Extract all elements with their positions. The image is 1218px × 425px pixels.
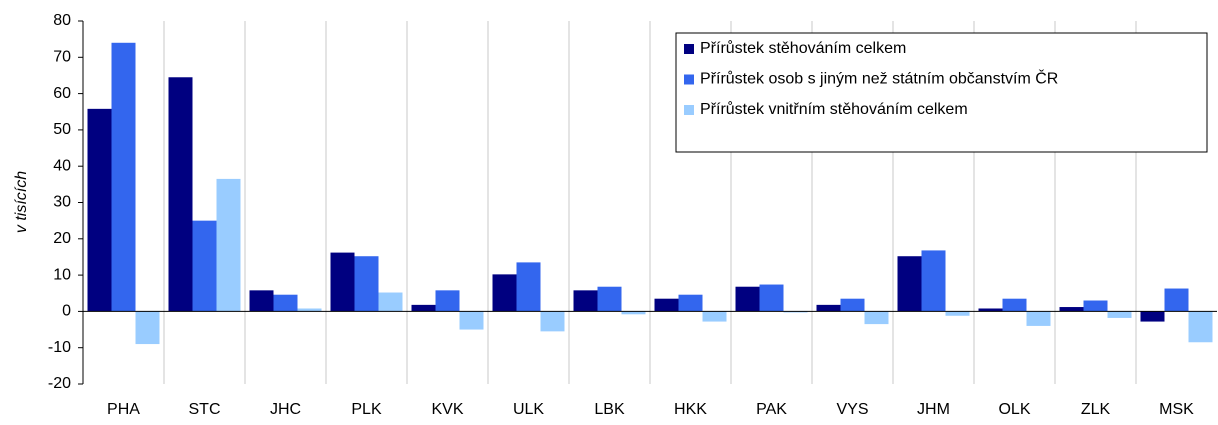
bar [1140,311,1165,322]
bar [735,286,760,312]
x-tick-label: HKK [674,401,707,418]
bar [654,298,679,312]
bar [1164,288,1189,312]
bar [330,252,355,312]
x-tick-label: ULK [513,401,544,418]
y-axis-label: v tisících [13,171,30,233]
x-tick-label: VYS [836,401,868,418]
bar [1002,298,1027,312]
y-tick-label: 30 [53,194,71,211]
bar [435,290,460,312]
bar [1059,307,1084,312]
y-tick-label: 70 [53,49,71,66]
bar [192,220,217,312]
x-tick-label: JHC [270,401,301,418]
y-tick-label: 60 [53,85,71,102]
x-tick-label: PAK [756,401,787,418]
x-tick-label: ZLK [1081,401,1111,418]
bar [945,311,970,316]
legend-label: Přírůstek stěhováním celkem [700,39,906,57]
y-tick-label: -20 [48,375,71,392]
bar [783,311,808,313]
y-tick-label: 0 [62,303,71,320]
legend-swatch [684,74,694,85]
bar [816,304,841,312]
x-tick-label: JHM [917,401,950,418]
bar [1188,311,1213,343]
bar [921,250,946,312]
bar [978,308,1003,312]
legend-swatch [684,105,694,115]
bar [111,42,136,312]
bar [459,311,484,330]
bar [1083,300,1108,312]
bar [297,308,322,312]
bar [1107,311,1132,318]
legend-label: Přírůstek vnitřním stěhováním celkem [700,100,968,118]
legend-box [675,32,1208,153]
bar [411,304,436,312]
y-tick-label: 50 [53,121,71,138]
bar [135,311,160,345]
bar [864,311,889,325]
bar [621,311,646,315]
bar [897,256,922,312]
bar [516,262,541,312]
x-tick-label: STC [189,401,221,418]
bar [1026,311,1051,326]
bar [492,274,517,312]
bar [378,292,403,312]
bar [597,286,622,312]
x-tick-label: PHA [107,401,140,418]
y-tick-label: 40 [53,157,71,174]
y-tick-label: -10 [48,339,71,356]
bar [540,311,565,332]
x-tick-label: OLK [998,401,1030,418]
bar [168,77,193,312]
x-tick-label: MSK [1159,401,1194,418]
bar [354,256,379,312]
bar [87,108,112,312]
y-tick-label: 80 [53,12,71,29]
x-tick-label: PLK [351,401,382,418]
bar [573,290,598,312]
bar [759,284,784,312]
x-tick-label: LBK [594,401,625,418]
legend-label: Přírůstek osob s jiným než státním občan… [700,69,1058,88]
legend-swatch [684,44,694,54]
bar [273,294,298,312]
bar [840,298,865,312]
bar [702,311,727,322]
bar [216,178,241,312]
y-tick-label: 10 [53,266,71,283]
y-tick-label: 20 [53,230,71,247]
x-tick-label: KVK [431,401,463,418]
bar [678,294,703,312]
bar [249,290,274,312]
